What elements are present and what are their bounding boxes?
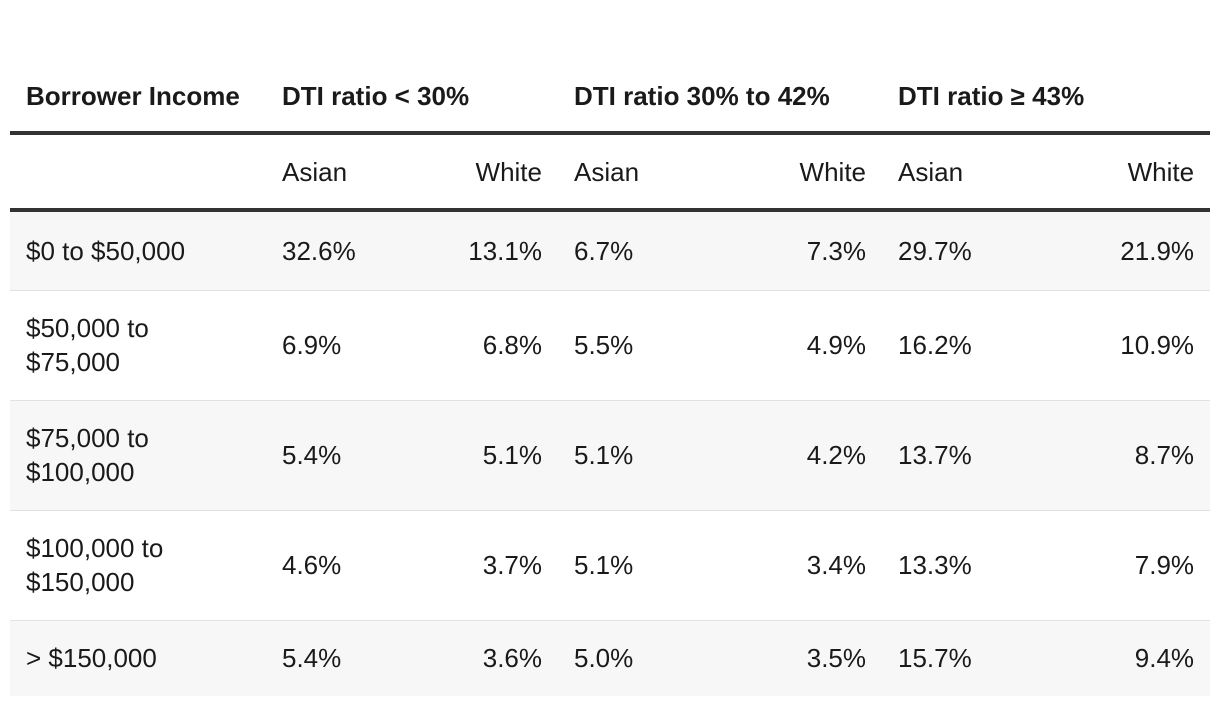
table-cell: 7.9% [1048, 510, 1211, 621]
table-cell: 6.9% [266, 290, 412, 401]
row-label: $0 to $50,000 [10, 210, 266, 291]
table-cell: 21.9% [1048, 210, 1211, 291]
table-row: $75,000 to $100,000 5.4% 5.1% 5.1% 4.2% … [10, 400, 1211, 511]
group-header-dti-30-to-42: DTI ratio 30% to 42% [558, 38, 883, 135]
subgroup-header-row: Asian White Asian White Asian White [10, 133, 1211, 212]
table-cell: 32.6% [266, 210, 412, 291]
subgroup-header: Asian [266, 133, 412, 212]
subgroup-header: White [1048, 133, 1211, 212]
table-cell: 3.7% [412, 510, 558, 621]
subgroup-header-empty [10, 133, 266, 212]
table-cell: 29.7% [882, 210, 1049, 291]
table-cell: 13.1% [412, 210, 558, 291]
table-cell: 6.7% [558, 210, 724, 291]
table-row: $100,000 to $150,000 4.6% 3.7% 5.1% 3.4%… [10, 510, 1211, 621]
table-row: $0 to $50,000 32.6% 13.1% 6.7% 7.3% 29.7… [10, 210, 1211, 291]
table-cell: 7.3% [724, 210, 883, 291]
subgroup-header: White [412, 133, 558, 212]
subgroup-header: Asian [882, 133, 1049, 212]
table-cell: 5.4% [266, 400, 412, 511]
table-cell: 3.6% [412, 620, 558, 696]
table-cell: 5.1% [558, 510, 724, 621]
table-row: $50,000 to $75,000 6.9% 6.8% 5.5% 4.9% 1… [10, 290, 1211, 401]
table-cell: 5.0% [558, 620, 724, 696]
row-label-header: Borrower Income [10, 38, 266, 135]
subgroup-header: Asian [558, 133, 724, 212]
dti-table-container: Borrower Income DTI ratio < 30% DTI rati… [10, 38, 1211, 696]
row-label: $100,000 to $150,000 [10, 510, 266, 621]
table-cell: 4.9% [724, 290, 883, 401]
table-row: > $150,000 5.4% 3.6% 5.0% 3.5% 15.7% 9.4… [10, 620, 1211, 696]
group-header-row: Borrower Income DTI ratio < 30% DTI rati… [10, 38, 1211, 135]
table-cell: 4.2% [724, 400, 883, 511]
table-cell: 13.7% [882, 400, 1049, 511]
dti-table: Borrower Income DTI ratio < 30% DTI rati… [10, 38, 1211, 696]
row-label: $75,000 to $100,000 [10, 400, 266, 511]
table-cell: 16.2% [882, 290, 1049, 401]
table-cell: 3.4% [724, 510, 883, 621]
row-label: $50,000 to $75,000 [10, 290, 266, 401]
table-cell: 5.1% [412, 400, 558, 511]
table-cell: 9.4% [1048, 620, 1211, 696]
table-cell: 5.5% [558, 290, 724, 401]
table-cell: 15.7% [882, 620, 1049, 696]
table-cell: 3.5% [724, 620, 883, 696]
table-cell: 8.7% [1048, 400, 1211, 511]
table-cell: 10.9% [1048, 290, 1211, 401]
table-cell: 4.6% [266, 510, 412, 621]
table-cell: 6.8% [412, 290, 558, 401]
table-cell: 13.3% [882, 510, 1049, 621]
group-header-dti-under-30: DTI ratio < 30% [266, 38, 558, 135]
group-header-dti-43-plus: DTI ratio ≥ 43% [882, 38, 1211, 135]
row-label: > $150,000 [10, 620, 266, 696]
table-cell: 5.4% [266, 620, 412, 696]
subgroup-header: White [724, 133, 883, 212]
table-cell: 5.1% [558, 400, 724, 511]
